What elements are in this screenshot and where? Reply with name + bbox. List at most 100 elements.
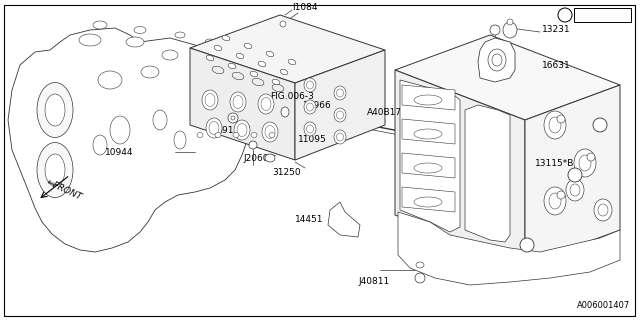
Text: 10966: 10966: [303, 100, 332, 109]
Polygon shape: [402, 187, 455, 212]
FancyBboxPatch shape: [574, 8, 631, 22]
Ellipse shape: [258, 61, 266, 67]
Ellipse shape: [126, 37, 144, 47]
Ellipse shape: [197, 132, 203, 138]
Ellipse shape: [234, 120, 250, 140]
Ellipse shape: [265, 125, 275, 139]
Ellipse shape: [232, 72, 244, 80]
Ellipse shape: [492, 54, 502, 66]
Ellipse shape: [93, 135, 107, 155]
Ellipse shape: [206, 118, 222, 138]
Polygon shape: [8, 28, 248, 252]
Polygon shape: [395, 35, 620, 120]
Ellipse shape: [266, 51, 274, 57]
Ellipse shape: [269, 132, 275, 138]
Polygon shape: [190, 48, 295, 160]
Ellipse shape: [304, 100, 316, 114]
Text: G91517: G91517: [215, 125, 251, 134]
Text: J20883: J20883: [586, 11, 618, 20]
Ellipse shape: [93, 21, 107, 29]
Ellipse shape: [549, 193, 561, 209]
Ellipse shape: [337, 133, 344, 141]
Ellipse shape: [230, 92, 246, 112]
Circle shape: [558, 8, 572, 22]
Ellipse shape: [414, 95, 442, 105]
Ellipse shape: [134, 27, 146, 34]
Text: 14451: 14451: [295, 215, 323, 225]
Text: 1: 1: [525, 241, 529, 250]
Ellipse shape: [45, 94, 65, 126]
Circle shape: [587, 153, 595, 161]
Ellipse shape: [252, 78, 264, 86]
Polygon shape: [402, 153, 455, 178]
Ellipse shape: [307, 125, 314, 133]
Ellipse shape: [37, 142, 73, 197]
Ellipse shape: [416, 262, 424, 268]
Polygon shape: [395, 70, 525, 265]
Ellipse shape: [162, 50, 178, 60]
Ellipse shape: [174, 131, 186, 149]
Circle shape: [490, 25, 500, 35]
Ellipse shape: [202, 90, 218, 110]
Text: 31250: 31250: [272, 167, 301, 177]
Ellipse shape: [209, 122, 219, 134]
Circle shape: [228, 113, 238, 123]
Ellipse shape: [206, 55, 214, 61]
Text: 10944: 10944: [105, 148, 134, 156]
Circle shape: [280, 21, 286, 27]
Ellipse shape: [570, 184, 580, 196]
Ellipse shape: [337, 89, 344, 97]
Text: FIG.006-3: FIG.006-3: [270, 92, 314, 100]
Ellipse shape: [288, 59, 296, 65]
Ellipse shape: [228, 63, 236, 69]
Text: 13115*B: 13115*B: [535, 158, 574, 167]
Text: A006001407: A006001407: [577, 301, 630, 310]
Ellipse shape: [45, 154, 65, 186]
Ellipse shape: [574, 149, 596, 177]
Text: 13231: 13231: [542, 25, 571, 34]
Text: 1: 1: [563, 11, 568, 20]
Ellipse shape: [141, 66, 159, 78]
Ellipse shape: [272, 79, 280, 85]
Ellipse shape: [566, 179, 584, 201]
Polygon shape: [478, 38, 515, 82]
Ellipse shape: [215, 132, 221, 138]
Ellipse shape: [304, 78, 316, 92]
Text: 16631: 16631: [542, 60, 571, 69]
Ellipse shape: [414, 163, 442, 173]
Circle shape: [557, 115, 565, 123]
Polygon shape: [465, 105, 510, 242]
Ellipse shape: [414, 129, 442, 139]
Ellipse shape: [594, 199, 612, 221]
Ellipse shape: [205, 93, 215, 107]
Text: 1: 1: [573, 171, 577, 180]
Ellipse shape: [233, 132, 239, 138]
Ellipse shape: [281, 107, 289, 117]
Ellipse shape: [250, 71, 258, 77]
Text: ⇐FRONT: ⇐FRONT: [45, 178, 83, 202]
Ellipse shape: [244, 43, 252, 49]
Ellipse shape: [205, 39, 215, 45]
Ellipse shape: [222, 35, 230, 41]
Ellipse shape: [233, 95, 243, 108]
Ellipse shape: [258, 94, 274, 114]
Ellipse shape: [262, 122, 278, 142]
Ellipse shape: [261, 98, 271, 110]
Polygon shape: [295, 50, 385, 160]
Ellipse shape: [79, 34, 101, 46]
Ellipse shape: [37, 83, 73, 138]
Ellipse shape: [544, 111, 566, 139]
Ellipse shape: [334, 130, 346, 144]
Ellipse shape: [193, 60, 207, 69]
Circle shape: [520, 238, 534, 252]
Circle shape: [415, 273, 425, 283]
Polygon shape: [328, 202, 360, 237]
Circle shape: [507, 19, 513, 25]
Circle shape: [593, 118, 607, 132]
Ellipse shape: [488, 49, 506, 71]
Ellipse shape: [212, 66, 224, 74]
Polygon shape: [402, 85, 455, 110]
Ellipse shape: [544, 187, 566, 215]
Ellipse shape: [334, 86, 346, 100]
Ellipse shape: [175, 32, 185, 38]
